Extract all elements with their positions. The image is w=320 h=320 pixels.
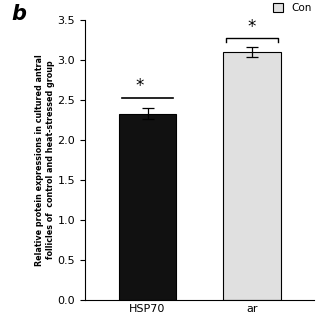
Legend: Con: Con [274, 3, 312, 13]
Text: *: * [136, 76, 144, 94]
Bar [119, 114, 176, 300]
Text: b: b [12, 4, 27, 24]
Bar [223, 52, 281, 300]
Text: *: * [248, 18, 256, 36]
Y-axis label: Relative protein expressions in cultured antral
follicles of  control and heat-s: Relative protein expressions in cultured… [35, 54, 55, 266]
